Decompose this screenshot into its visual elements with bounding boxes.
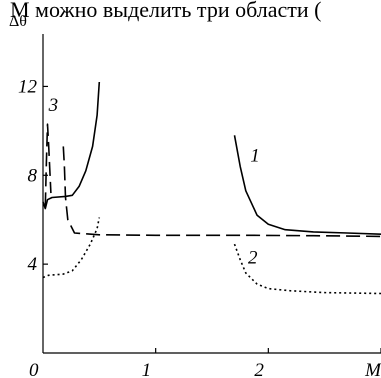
curve-label-1: 1 xyxy=(250,145,260,166)
caption-text: M можно выделить три области ( xyxy=(10,0,321,22)
curve-label-2: 2 xyxy=(248,247,258,268)
series-1-segment-1 xyxy=(42,81,101,210)
x-tick-label-1: 1 xyxy=(142,360,152,378)
series-3 xyxy=(44,123,381,238)
axes: Δθ xyxy=(9,13,381,354)
curve-label-3: 3 xyxy=(48,95,59,116)
series-layer xyxy=(42,81,381,295)
series-3-segment-2 xyxy=(62,146,381,238)
x-tick-label-0: 0 xyxy=(29,360,39,378)
y-tick-label-8: 8 xyxy=(28,165,38,186)
x-tick-label-2: 2 xyxy=(254,360,264,378)
y-tick-label-12: 12 xyxy=(18,76,38,97)
x-tick-label-M: M xyxy=(364,360,381,378)
series-2 xyxy=(42,217,381,295)
series-2-segment-1 xyxy=(42,217,101,279)
series-1 xyxy=(42,81,381,235)
series-3-segment-1 xyxy=(44,123,52,207)
series-1-segment-2 xyxy=(233,135,381,235)
y-tick-label-4: 4 xyxy=(28,254,38,275)
y-axis-label: Δθ xyxy=(9,13,27,30)
